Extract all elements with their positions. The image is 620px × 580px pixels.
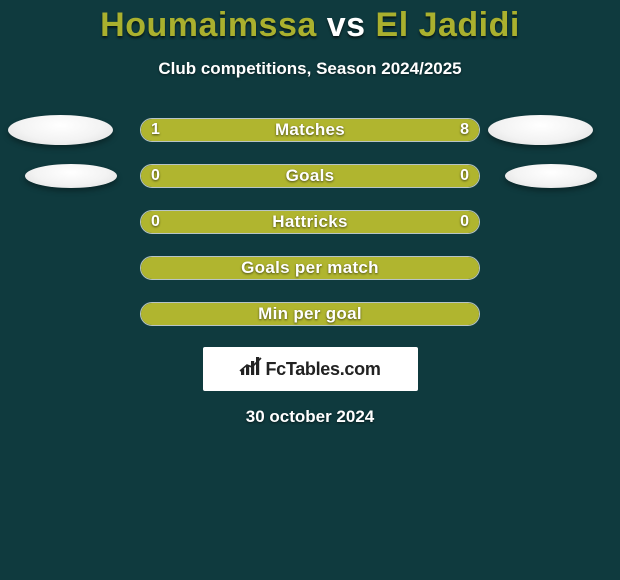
bar-chart-icon bbox=[239, 357, 263, 382]
stat-value-left: 0 bbox=[151, 213, 160, 231]
seg-right bbox=[310, 165, 479, 187]
stat-value-left: 0 bbox=[151, 167, 160, 185]
player1-name: Houmaimssa bbox=[100, 6, 317, 44]
subtitle: Club competitions, Season 2024/2025 bbox=[0, 59, 620, 79]
stat-row-hattricks: Hattricks00 bbox=[0, 199, 620, 245]
stat-bar-hattricks: Hattricks00 bbox=[140, 210, 480, 234]
seg-left bbox=[141, 303, 479, 325]
player-oval-right-0 bbox=[488, 115, 593, 145]
stat-value-right: 8 bbox=[460, 121, 469, 139]
stat-value-left: 1 bbox=[151, 121, 160, 139]
stat-bar-goals: Goals00 bbox=[140, 164, 480, 188]
vs-separator: vs bbox=[327, 6, 366, 44]
stat-bar-matches: Matches18 bbox=[140, 118, 480, 142]
page-title: Houmaimssa vs El Jadidi bbox=[0, 0, 620, 45]
stat-value-right: 0 bbox=[460, 167, 469, 185]
player-oval-left-1 bbox=[25, 164, 117, 188]
seg-right bbox=[179, 119, 479, 141]
stat-bar-mpg: Min per goal bbox=[140, 302, 480, 326]
date-text: 30 october 2024 bbox=[0, 407, 620, 427]
stat-row-gpm: Goals per match bbox=[0, 245, 620, 291]
stat-row-mpg: Min per goal bbox=[0, 291, 620, 337]
logo-box: FcTables.com bbox=[203, 347, 418, 391]
seg-left bbox=[141, 211, 310, 233]
player-oval-right-1 bbox=[505, 164, 597, 188]
stats-stage: Matches18Goals00Hattricks00Goals per mat… bbox=[0, 107, 620, 337]
logo-text: FcTables.com bbox=[265, 359, 380, 380]
stat-bar-gpm: Goals per match bbox=[140, 256, 480, 280]
seg-left bbox=[141, 257, 479, 279]
comparison-infographic: Houmaimssa vs El Jadidi Club competition… bbox=[0, 0, 620, 580]
player2-name: El Jadidi bbox=[376, 6, 520, 44]
seg-left bbox=[141, 165, 310, 187]
seg-right bbox=[310, 211, 479, 233]
stat-value-right: 0 bbox=[460, 213, 469, 231]
player-oval-left-0 bbox=[8, 115, 113, 145]
